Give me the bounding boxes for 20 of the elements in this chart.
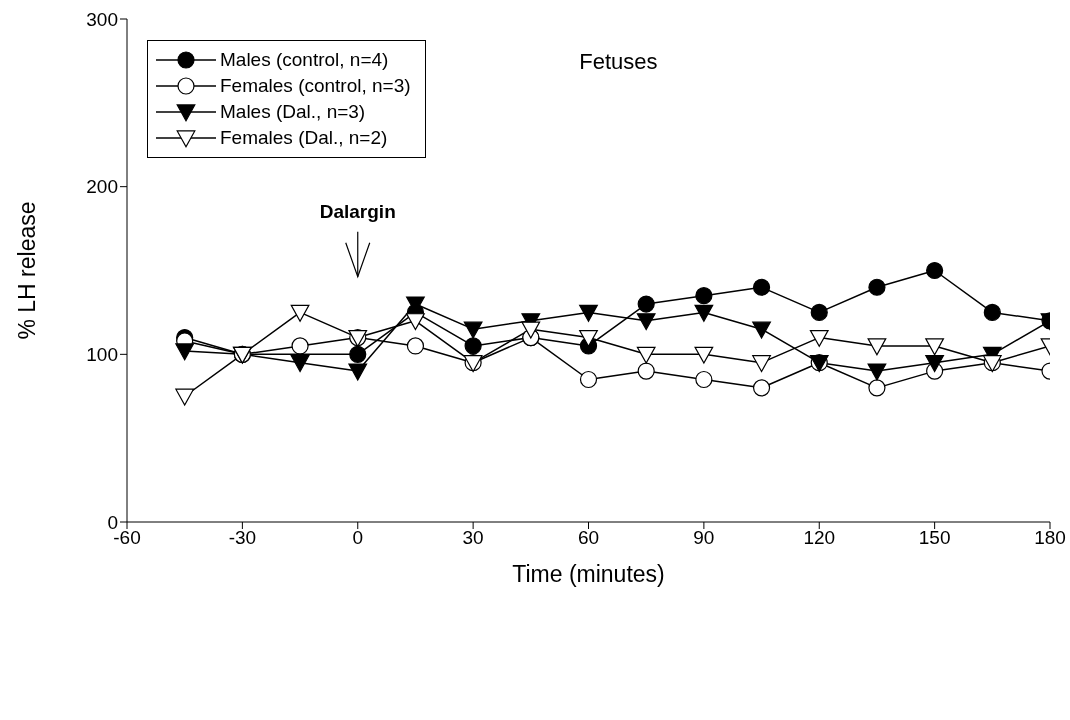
annotation: Fetuses — [579, 49, 658, 74]
x-tick-label: 150 — [918, 527, 951, 549]
y-tick-label: 200 — [86, 176, 118, 198]
x-tick-label: 30 — [462, 527, 484, 549]
legend-label: Females (Dal., n=2) — [220, 127, 388, 149]
x-tick-label: -30 — [228, 527, 257, 549]
x-tick-label: 90 — [693, 527, 715, 549]
y-axis-title: % LH release — [14, 201, 41, 340]
x-tick-label: 0 — [352, 527, 364, 549]
legend-label: Females (control, n=3) — [220, 75, 411, 97]
legend-label: Males (control, n=4) — [220, 49, 389, 71]
x-tick-label: 60 — [577, 527, 600, 549]
legend-label: Males (Dal., n=3) — [220, 101, 366, 123]
x-tick-label: 120 — [803, 527, 836, 549]
x-axis-title: Time (minutes) — [512, 561, 665, 587]
x-tick-label: 180 — [1034, 527, 1066, 549]
y-tick-label: 0 — [107, 511, 118, 533]
y-tick-label: 300 — [86, 8, 118, 30]
y-tick-label: 100 — [86, 344, 118, 366]
annotation: Dalargin — [319, 200, 396, 222]
